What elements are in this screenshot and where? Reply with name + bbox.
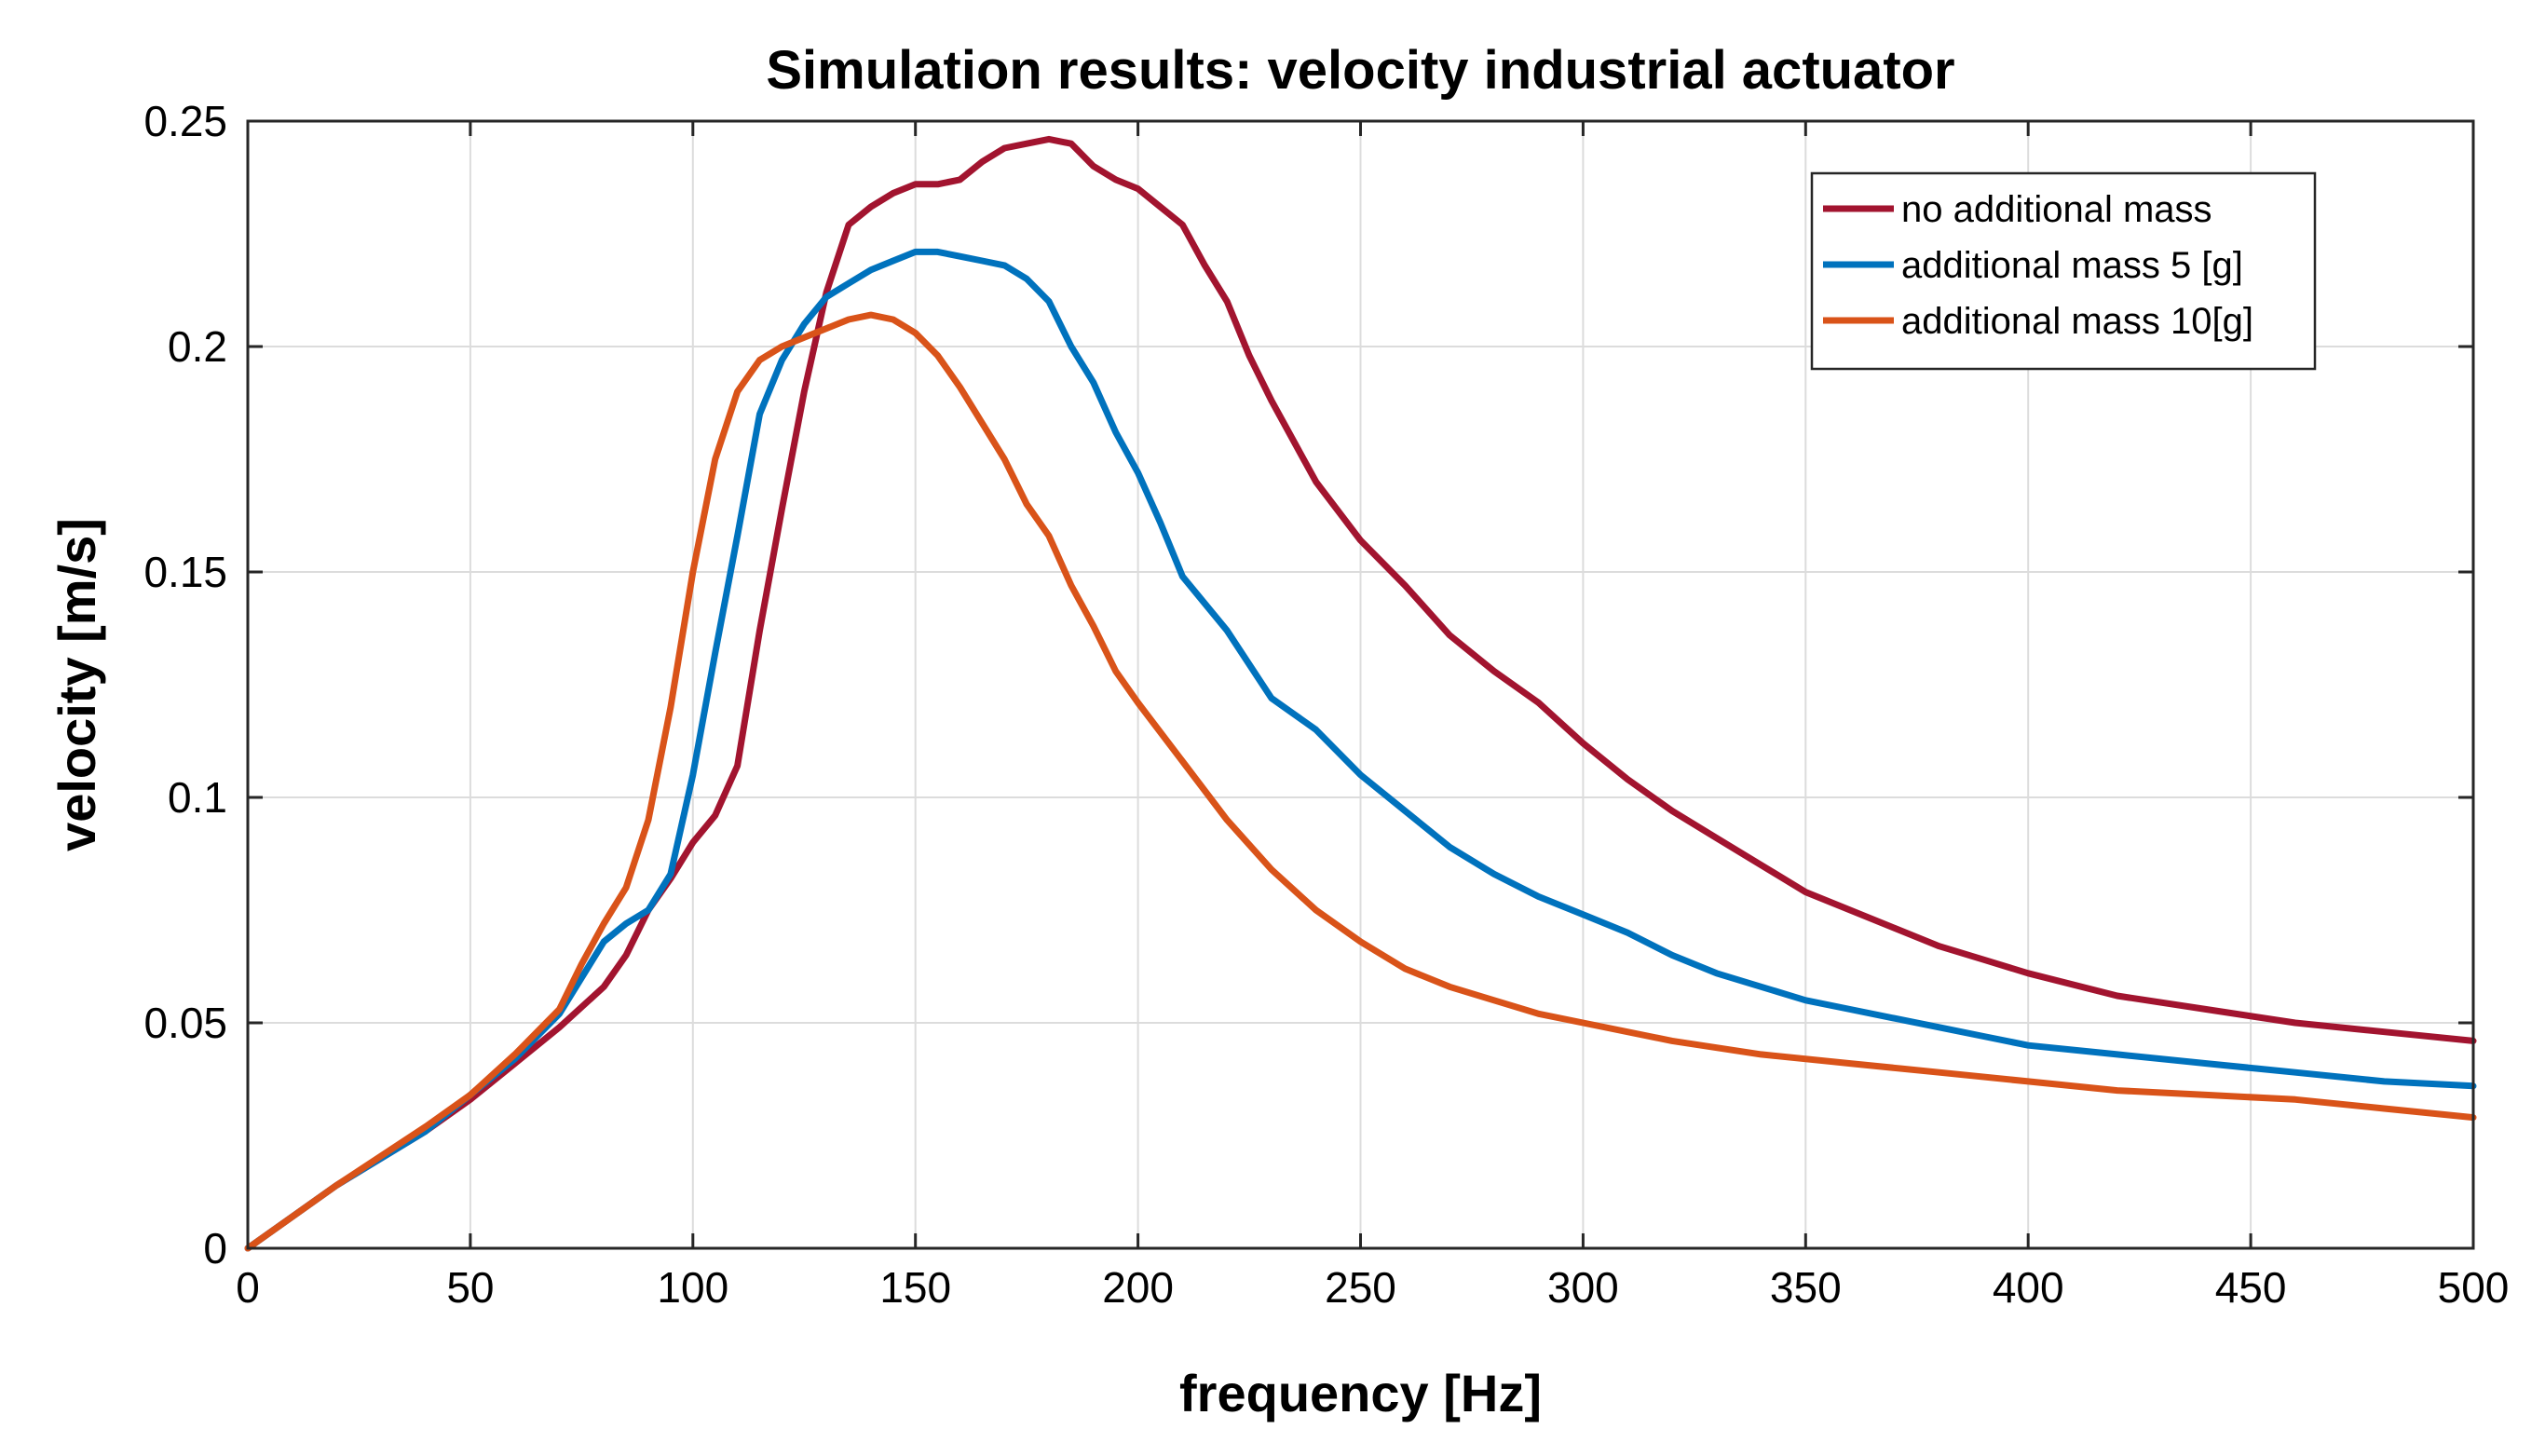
x-tick-label: 450: [2215, 1263, 2287, 1312]
y-tick-label: 0.25: [143, 97, 227, 145]
y-tick-label: 0.2: [168, 322, 227, 371]
y-axis-label: velocity [m/s]: [48, 518, 106, 851]
series-line-3: [244, 311, 2477, 1252]
x-tick-label: 300: [1547, 1263, 1619, 1312]
x-tick-label: 150: [879, 1263, 951, 1312]
legend-box: [1810, 171, 2317, 371]
x-tick-label: 50: [446, 1263, 494, 1312]
x-tick-label: 0: [236, 1263, 260, 1312]
series-line-1: [244, 135, 2477, 1252]
y-tick-label: 0: [203, 1224, 227, 1272]
chart-title: Simulation results: velocity industrial …: [766, 40, 1954, 101]
legend-label-3: additional mass 10[g]: [1901, 301, 2253, 342]
y-tick-label: 0.15: [143, 548, 227, 596]
x-tick-label: 350: [1770, 1263, 1842, 1312]
series-layer: [244, 135, 2477, 1252]
x-tick-label: 200: [1102, 1263, 1174, 1312]
x-tick-label: 100: [657, 1263, 728, 1312]
x-tick-label: 250: [1325, 1263, 1396, 1312]
y-tick-label: 0.05: [143, 999, 227, 1047]
legend-label-2: additional mass 5 [g]: [1901, 245, 2243, 286]
series-line-2: [244, 248, 2477, 1252]
x-tick-label: 400: [1993, 1263, 2064, 1312]
legend-label-1: no additional mass: [1901, 189, 2212, 230]
y-tick-label: 0.1: [168, 773, 227, 822]
x-axis-label: frequency [Hz]: [1179, 1364, 1542, 1422]
tick-layer: 0 50 100 150 200 250 300 350 400 450 500 0 0.05 0.1 0.…: [143, 97, 2509, 1312]
legend: no additional mass additional mass 5 [g] a…: [1810, 171, 2317, 371]
x-tick-label: 500: [2438, 1263, 2510, 1312]
